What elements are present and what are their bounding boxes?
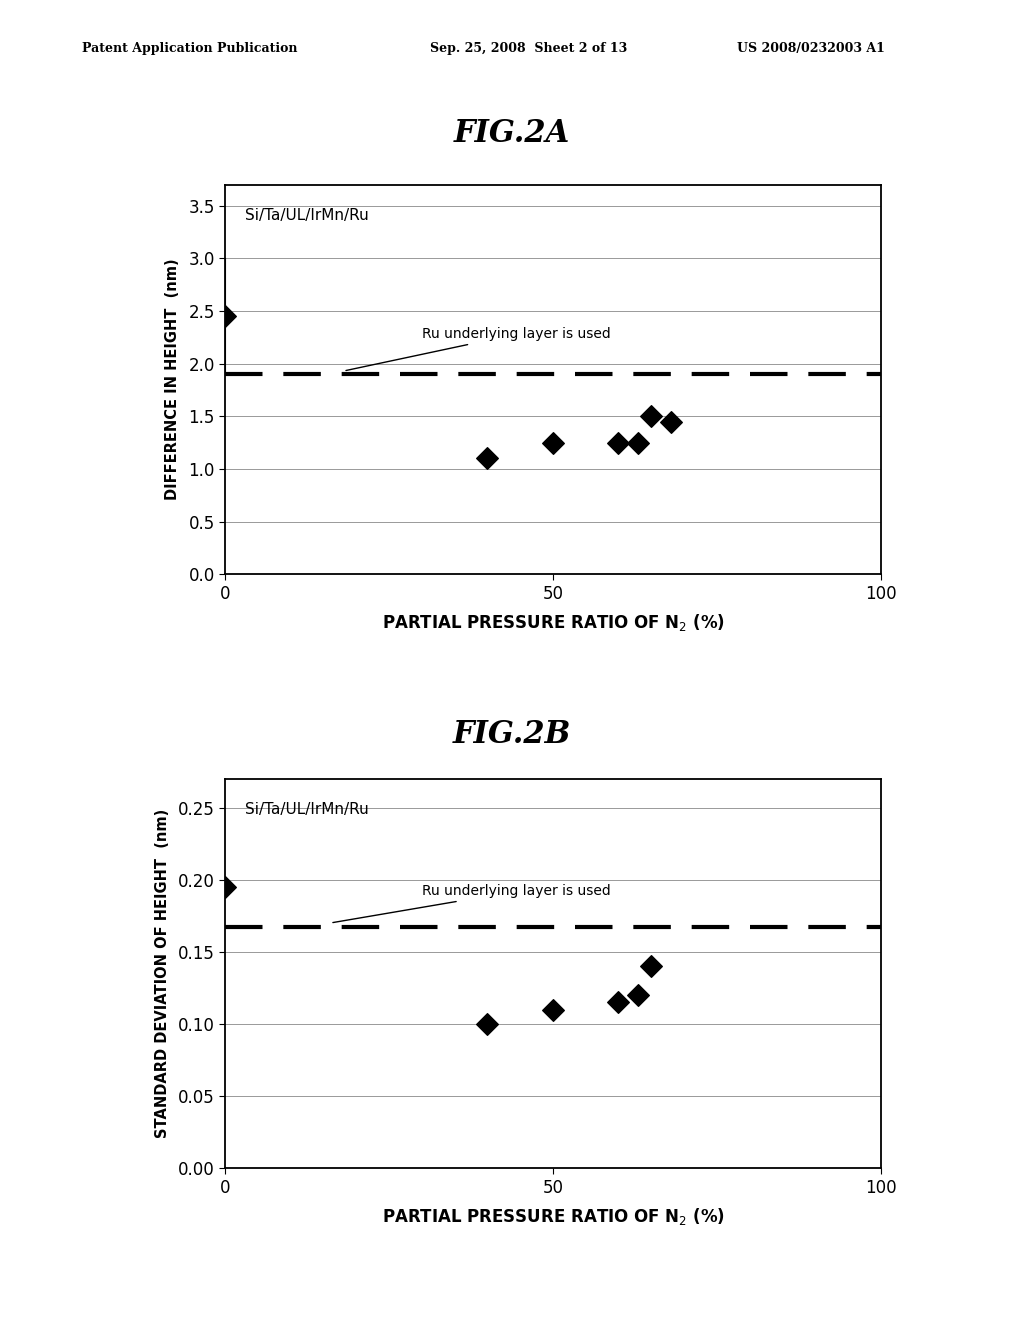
Point <box>643 405 659 426</box>
Text: FIG.2B: FIG.2B <box>453 719 571 750</box>
Point <box>217 306 233 327</box>
Text: Si/Ta/UL/IrMn/Ru: Si/Ta/UL/IrMn/Ru <box>245 803 369 817</box>
Text: US 2008/0232003 A1: US 2008/0232003 A1 <box>737 42 885 55</box>
Text: Ru underlying layer is used: Ru underlying layer is used <box>333 884 610 923</box>
Text: Ru underlying layer is used: Ru underlying layer is used <box>346 327 610 371</box>
Point <box>610 991 627 1012</box>
Text: Patent Application Publication: Patent Application Publication <box>82 42 297 55</box>
Point <box>545 999 561 1020</box>
Y-axis label: STANDARD DEVIATION OF HEIGHT  (nm): STANDARD DEVIATION OF HEIGHT (nm) <box>155 809 170 1138</box>
Point <box>630 985 646 1006</box>
Point <box>610 432 627 453</box>
X-axis label: PARTIAL PRESSURE RATIO OF N$_2$ (%): PARTIAL PRESSURE RATIO OF N$_2$ (%) <box>382 1206 724 1228</box>
Point <box>643 956 659 977</box>
X-axis label: PARTIAL PRESSURE RATIO OF N$_2$ (%): PARTIAL PRESSURE RATIO OF N$_2$ (%) <box>382 612 724 634</box>
Text: FIG.2A: FIG.2A <box>454 119 570 149</box>
Point <box>217 876 233 898</box>
Point <box>663 411 679 432</box>
Point <box>479 447 496 469</box>
Point <box>630 432 646 453</box>
Y-axis label: DIFFERENCE IN HEIGHT  (nm): DIFFERENCE IN HEIGHT (nm) <box>165 259 180 500</box>
Text: Si/Ta/UL/IrMn/Ru: Si/Ta/UL/IrMn/Ru <box>245 209 369 223</box>
Point <box>479 1014 496 1035</box>
Text: Sep. 25, 2008  Sheet 2 of 13: Sep. 25, 2008 Sheet 2 of 13 <box>430 42 628 55</box>
Point <box>545 432 561 453</box>
